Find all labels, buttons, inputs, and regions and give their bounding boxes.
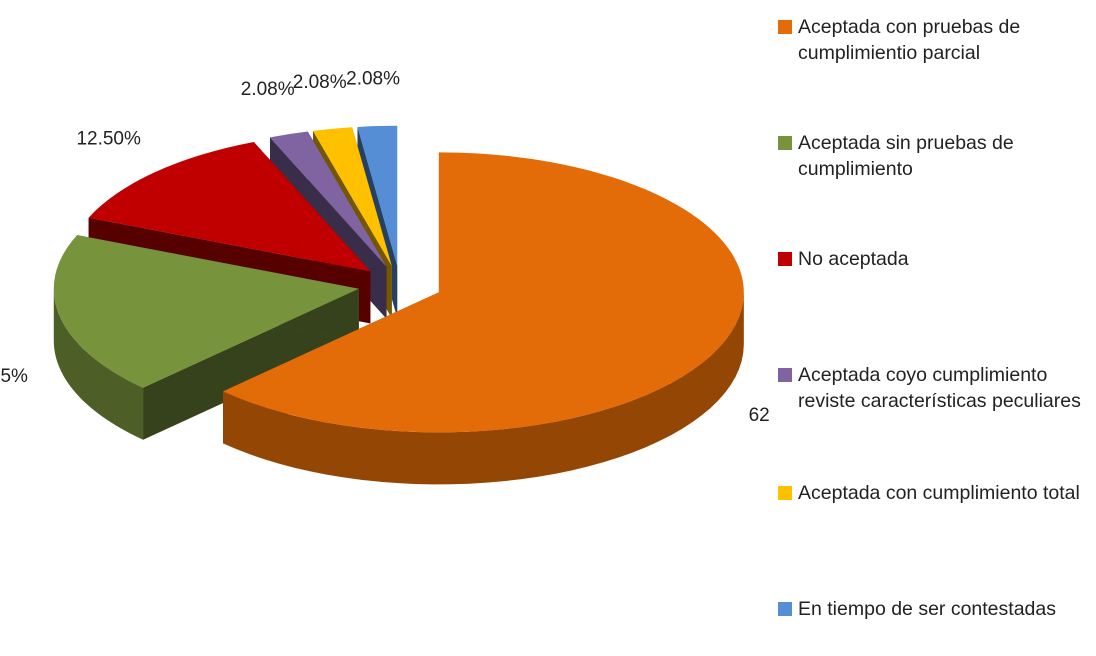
legend-swatch [778,602,792,616]
data-label: 2.08% [293,72,347,93]
legend-label: Aceptada coyo cumplimiento reviste carac… [798,364,1081,412]
legend-swatch [778,486,792,500]
legend-label: Aceptada con pruebas de cumplimientio pa… [798,16,1021,64]
data-label: 12.50% [76,128,141,149]
legend-swatch [778,20,792,34]
legend-item: Aceptada sin pruebas de cumplimiento [778,130,1090,182]
legend-label: No aceptada [798,248,909,270]
data-label: 18.75% [0,366,28,387]
slice-wall [223,292,744,485]
legend-swatch [778,136,792,150]
pie-slice [53,235,359,440]
legend-swatch [778,368,792,382]
slice-top [312,127,392,267]
legend-item: En tiempo de ser contestadas [778,596,1090,622]
slice-top [88,141,371,272]
legend-item: Aceptada con pruebas de cumplimientio pa… [778,14,1090,66]
pie-area: 62.50%18.75%12.50%2.08%2.08%2.08% [0,69,813,485]
data-label: 2.08% [346,69,400,90]
data-label: 62.50% [749,405,770,426]
legend-label: Aceptada sin pruebas de cumplimiento [798,132,1014,180]
slice-wall-shade [223,292,744,485]
slice-top [269,131,387,267]
data-label: 2.08% [241,79,295,100]
pie-slice [223,152,744,485]
slice-wall-shade [53,288,144,440]
slice-wall [53,288,144,440]
legend-item: Aceptada con cumplimiento total [778,480,1090,506]
legend-label: Aceptada con cumplimiento total [798,482,1080,504]
slice-top [223,152,744,433]
legend-label: En tiempo de ser contestadas [798,598,1056,620]
legend-item: Aceptada coyo cumplimiento reviste carac… [778,362,1090,414]
slice-top [53,235,359,388]
legend-swatch [778,252,792,266]
legend-item: No aceptada [778,246,1090,272]
slice-top [357,125,398,266]
